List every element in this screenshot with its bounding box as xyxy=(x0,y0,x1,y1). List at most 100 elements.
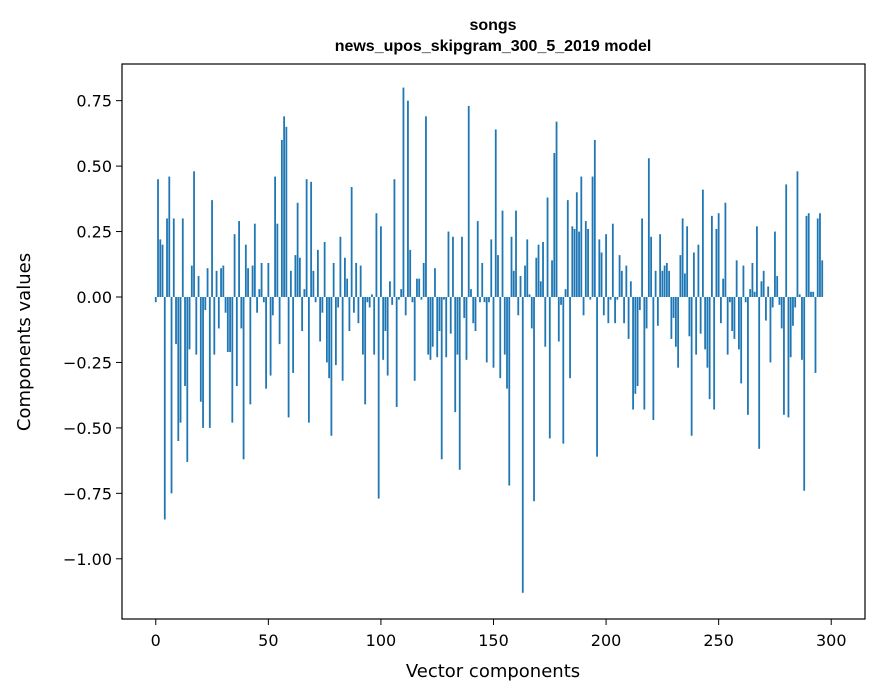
bar xyxy=(443,297,445,300)
bar xyxy=(301,297,304,332)
bar xyxy=(652,297,655,421)
bar xyxy=(213,297,216,355)
bar xyxy=(425,116,427,297)
bar xyxy=(229,297,231,352)
chart-title: songs xyxy=(469,17,516,34)
bar xyxy=(722,278,725,297)
chart-subtitle: news_upos_skipgram_300_5_2019 model xyxy=(335,38,652,55)
x-tick-label: 100 xyxy=(366,631,397,650)
bar xyxy=(819,213,821,297)
bar xyxy=(278,297,281,345)
bar xyxy=(206,268,209,297)
bar xyxy=(659,234,662,297)
bar xyxy=(499,297,502,379)
bar xyxy=(524,265,526,297)
bar xyxy=(771,297,774,308)
bar xyxy=(812,291,815,297)
bar xyxy=(416,278,418,297)
bar xyxy=(271,297,274,316)
bar xyxy=(157,179,159,297)
bar xyxy=(602,297,605,316)
bar xyxy=(355,262,358,297)
x-tick-label: 0 xyxy=(151,631,161,650)
bar xyxy=(168,176,171,297)
bar xyxy=(429,297,432,360)
bar xyxy=(553,153,556,297)
bar xyxy=(190,265,193,297)
bar xyxy=(202,297,204,428)
bar xyxy=(591,176,594,297)
bar xyxy=(749,289,752,297)
bar xyxy=(181,218,184,297)
bar xyxy=(334,297,337,366)
bar xyxy=(697,244,700,297)
bar xyxy=(740,297,743,384)
bar xyxy=(533,297,535,502)
bar xyxy=(798,294,801,297)
y-tick-label: −0.75 xyxy=(63,484,112,503)
bar xyxy=(154,297,157,303)
bar xyxy=(760,281,763,297)
bar xyxy=(821,260,824,297)
bar xyxy=(638,297,641,311)
bar xyxy=(674,297,677,347)
bar xyxy=(625,265,628,297)
bar xyxy=(362,297,364,355)
bar xyxy=(571,226,574,297)
bar xyxy=(758,297,761,449)
bar xyxy=(785,184,788,297)
bar xyxy=(641,218,643,297)
bar xyxy=(292,297,295,373)
bar xyxy=(765,297,767,321)
bar xyxy=(359,265,362,297)
y-tick-label: 0.25 xyxy=(76,223,112,242)
bar xyxy=(373,297,376,355)
bar xyxy=(208,297,211,428)
bar xyxy=(231,297,234,423)
x-tick-label: 150 xyxy=(478,631,509,650)
bar xyxy=(778,297,781,305)
bar xyxy=(654,270,657,297)
bar xyxy=(575,192,578,297)
bar xyxy=(330,297,333,436)
bar xyxy=(753,291,756,297)
bar xyxy=(578,231,580,297)
bar xyxy=(452,236,454,297)
bar xyxy=(312,270,315,297)
bar xyxy=(413,297,416,381)
bar xyxy=(294,255,297,297)
bar xyxy=(287,297,290,418)
bar xyxy=(587,228,589,297)
bar xyxy=(609,297,612,300)
bar xyxy=(285,126,288,297)
y-tick-label: −0.25 xyxy=(63,353,112,372)
bar xyxy=(474,297,477,332)
bar xyxy=(539,281,542,297)
bar xyxy=(735,260,738,297)
bar xyxy=(238,221,240,297)
bar xyxy=(393,179,396,297)
bar xyxy=(762,270,765,297)
bar xyxy=(350,187,353,297)
bar xyxy=(564,289,567,297)
bar xyxy=(357,297,360,324)
bar xyxy=(224,297,227,313)
bar xyxy=(724,202,727,297)
bar xyxy=(235,297,238,387)
bar xyxy=(262,297,265,303)
bar xyxy=(220,268,222,297)
bar xyxy=(546,197,549,297)
bar xyxy=(494,129,497,297)
bar xyxy=(643,297,646,410)
bar xyxy=(269,297,272,376)
bar xyxy=(792,297,794,326)
bar xyxy=(683,273,686,297)
bar xyxy=(476,221,479,297)
bar xyxy=(454,297,457,413)
bar xyxy=(253,223,256,297)
bar xyxy=(341,297,344,381)
plot-frame xyxy=(121,63,866,620)
bar xyxy=(458,297,461,470)
bar xyxy=(375,213,378,297)
bar xyxy=(280,139,283,297)
